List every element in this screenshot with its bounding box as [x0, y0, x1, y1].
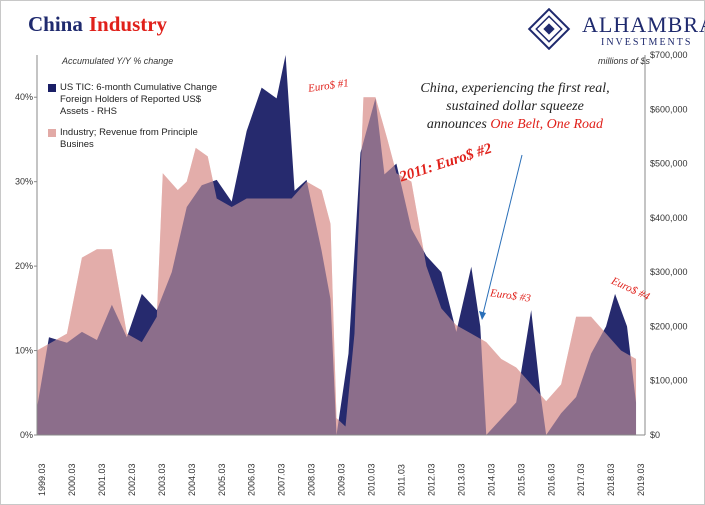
right-tick-label: $400,000: [650, 213, 688, 223]
annotation-arrow: [481, 154, 523, 319]
left-axis-label: Accumulated Y/Y % change: [62, 56, 174, 66]
x-tick-label: 2005.03: [217, 463, 227, 496]
x-tick-label: 2004.03: [187, 463, 197, 496]
left-tick-label: 40%: [15, 92, 33, 102]
alhambra-logo: [527, 8, 571, 50]
overlap-area: [37, 97, 637, 435]
right-tick-label: $600,000: [650, 104, 688, 114]
x-tick-label: 2008.03: [307, 463, 317, 496]
x-tick-label: 2016.03: [546, 463, 556, 496]
right-tick-label: $100,000: [650, 376, 688, 386]
annotation-main-line1: China, experiencing the first real,: [420, 81, 610, 96]
x-tick-labels: 1999.03 2000.03 2001.03 2002.03 2003.03 2004.…: [37, 463, 646, 496]
x-tick-label: 1999.03: [37, 463, 47, 496]
right-tick-label: $500,000: [650, 159, 688, 169]
legend-item-industry: Industry; Revenue from Principle Busines: [48, 127, 260, 151]
annotation-main-line3: announces One Belt, One Road: [390, 116, 640, 134]
legend-swatch-industry: [48, 129, 56, 137]
arrowhead: [479, 311, 486, 320]
legend-tic-line2: Foreign Holders of Reported US$: [60, 94, 201, 105]
right-tick-label: $300,000: [650, 267, 688, 277]
annotation-main-line2: sustained dollar squeeze: [446, 99, 584, 114]
right-tick-label: $700,000: [650, 50, 688, 60]
left-tick-label: 30%: [15, 177, 33, 187]
x-tick-label: 2000.03: [67, 463, 77, 496]
x-tick-label: 2002.03: [127, 463, 137, 496]
logo-name: ALHAMBRA: [582, 12, 705, 37]
x-tick-label: 2011.03: [397, 464, 407, 496]
right-tick-labels: $0 $100,000 $200,000 $300,000 $400,000 $500,0…: [650, 50, 688, 440]
page-title: China Industry: [28, 12, 167, 37]
x-tick-label: 2010.03: [367, 463, 377, 496]
left-tick-label: 10%: [15, 346, 33, 356]
x-tick-label: 2014.03: [486, 463, 496, 496]
right-tick-label: $0: [650, 430, 660, 440]
left-tick-label: 20%: [15, 261, 33, 271]
left-tick-label: 0%: [20, 430, 33, 440]
x-tick-label: 2001.03: [97, 463, 107, 496]
x-tick-label: 2012.03: [426, 463, 436, 496]
annotation-main-line3b: One Belt, One Road: [490, 117, 604, 132]
legend-swatch-tic: [48, 84, 56, 92]
annotation-main-line3a: announces: [426, 117, 491, 132]
x-tick-label: 2006.03: [247, 463, 257, 496]
x-tick-label: 2017.03: [576, 463, 586, 496]
right-tick-label: $200,000: [650, 321, 688, 331]
x-tick-label: 2018.03: [606, 463, 616, 496]
title-industry: Industry: [88, 12, 168, 36]
x-tick-label: 2015.03: [516, 463, 526, 496]
title-china: China: [28, 12, 83, 36]
x-tick-label: 2013.03: [456, 463, 466, 496]
legend-tic-line1: US TIC: 6-month Cumulative Change: [60, 82, 218, 93]
legend-industry-line2: Busines: [60, 139, 94, 150]
legend-item-tic: US TIC: 6-month Cumulative Change Foreig…: [48, 82, 260, 118]
x-tick-label: 2003.03: [157, 463, 167, 496]
x-tick-label: 2007.03: [277, 463, 287, 496]
right-axis-label: millions of $s: [598, 56, 651, 66]
legend-tic-line3: Assets - RHS: [60, 106, 118, 117]
left-tick-labels: 0% 10% 20% 30% 40%: [15, 92, 37, 440]
legend-industry-line1: Industry; Revenue from Principle: [60, 127, 198, 138]
logo-subtitle: INVESTMENTS: [601, 37, 693, 48]
annotation-main: China, experiencing the first real, sust…: [390, 80, 640, 134]
x-tick-label: 2019.03: [636, 463, 646, 496]
x-tick-label: 2009.03: [337, 463, 347, 496]
